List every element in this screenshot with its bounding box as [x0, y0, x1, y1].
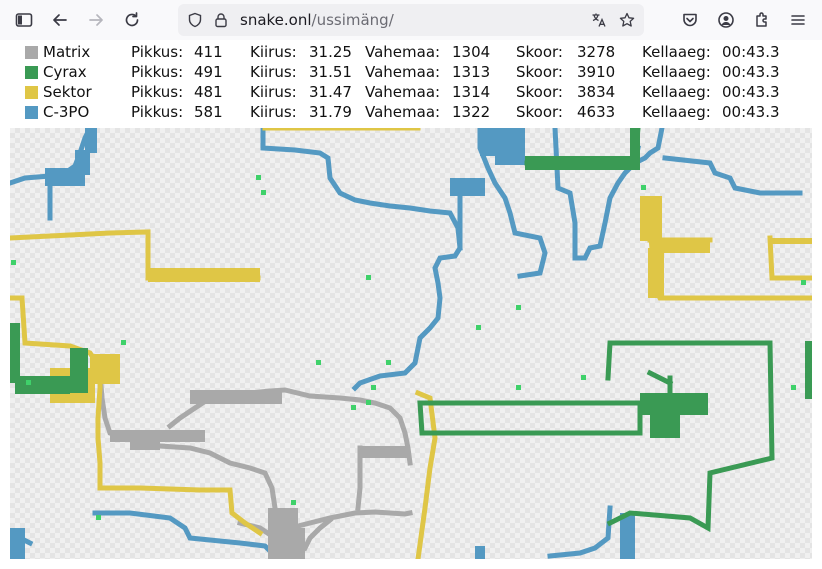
player-row-sektor: Sektor Pikkus: 481 Kiirus: 31.47 Vahemaa… [0, 82, 822, 102]
c3po-trail [10, 128, 803, 559]
player-name: C-3PO [43, 103, 90, 121]
distance-label: Vahemaa: [365, 103, 441, 121]
speed-value: 31.25 [309, 43, 352, 61]
player-row-c3po: C-3PO Pikkus: 581 Kiirus: 31.79 Vahemaa:… [0, 102, 822, 122]
shield-icon[interactable] [186, 11, 204, 29]
player-row-cyrax: Cyrax Pikkus: 491 Kiirus: 31.51 Vahemaa:… [0, 62, 822, 82]
distance-value: 1314 [452, 83, 491, 101]
distance-label: Vahemaa: [365, 63, 441, 81]
url-text[interactable]: snake.onl/ussimäng/ [240, 11, 394, 29]
player-name: Sektor [43, 83, 92, 101]
score-label: Skoor: [516, 103, 563, 121]
time-value: 00:43.3 [722, 63, 780, 81]
score-value: 3278 [577, 43, 616, 61]
score-label: Skoor: [516, 63, 563, 81]
length-label: Pikkus: [131, 43, 184, 61]
distance-label: Vahemaa: [365, 83, 441, 101]
extensions-icon[interactable] [748, 6, 776, 34]
distance-value: 1322 [452, 103, 491, 121]
c3po-body [10, 128, 635, 559]
translate-icon[interactable] [590, 11, 608, 29]
distance-value: 1313 [452, 63, 491, 81]
back-arrow-icon[interactable] [46, 6, 74, 34]
player-color-swatch [25, 46, 38, 59]
menu-icon[interactable] [784, 6, 812, 34]
length-label: Pikkus: [131, 103, 184, 121]
time-value: 00:43.3 [722, 103, 780, 121]
score-value: 3910 [577, 63, 616, 81]
speed-label: Kiirus: [250, 103, 297, 121]
speed-label: Kiirus: [250, 43, 297, 61]
food-pellets [11, 175, 806, 520]
player-color-swatch [25, 106, 38, 119]
cyrax-body [10, 128, 812, 438]
time-value: 00:43.3 [722, 83, 780, 101]
distance-label: Vahemaa: [365, 43, 441, 61]
player-name: Matrix [43, 43, 91, 61]
browser-toolbar: snake.onl/ussimäng/ [0, 0, 822, 40]
pocket-icon[interactable] [676, 6, 704, 34]
reload-icon[interactable] [118, 6, 146, 34]
player-row-matrix: Matrix Pikkus: 411 Kiirus: 31.25 Vahemaa… [0, 42, 822, 62]
player-color-swatch [25, 66, 38, 79]
score-value: 3834 [577, 83, 616, 101]
speed-label: Kiirus: [250, 63, 297, 81]
length-value: 491 [194, 63, 223, 81]
time-label: Kellaaeg: [642, 63, 711, 81]
player-color-swatch [25, 86, 38, 99]
snake-trails [10, 128, 812, 559]
player-name: Cyrax [43, 63, 87, 81]
time-label: Kellaaeg: [642, 103, 711, 121]
length-label: Pikkus: [131, 83, 184, 101]
address-bar[interactable]: snake.onl/ussimäng/ [178, 4, 644, 36]
speed-value: 31.79 [309, 103, 352, 121]
score-label: Skoor: [516, 43, 563, 61]
score-value: 4633 [577, 103, 616, 121]
distance-value: 1304 [452, 43, 491, 61]
lock-icon[interactable] [212, 11, 230, 29]
forward-arrow-icon[interactable] [82, 6, 110, 34]
speed-value: 31.51 [309, 63, 352, 81]
url-host: snake.onl [240, 11, 312, 29]
time-label: Kellaaeg: [642, 43, 711, 61]
length-value: 411 [194, 43, 223, 61]
speed-label: Kiirus: [250, 83, 297, 101]
length-label: Pikkus: [131, 63, 184, 81]
url-path: /ussimäng/ [311, 11, 394, 29]
bookmark-star-icon[interactable] [618, 11, 636, 29]
time-value: 00:43.3 [722, 43, 780, 61]
account-icon[interactable] [712, 6, 740, 34]
game-field[interactable] [10, 128, 812, 559]
score-label: Skoor: [516, 83, 563, 101]
sidebar-toggle-icon[interactable] [10, 6, 38, 34]
time-label: Kellaaeg: [642, 83, 711, 101]
length-value: 581 [194, 103, 223, 121]
speed-value: 31.47 [309, 83, 352, 101]
matrix-body [110, 390, 408, 559]
scoreboard: Matrix Pikkus: 411 Kiirus: 31.25 Vahemaa… [0, 40, 822, 128]
length-value: 481 [194, 83, 223, 101]
